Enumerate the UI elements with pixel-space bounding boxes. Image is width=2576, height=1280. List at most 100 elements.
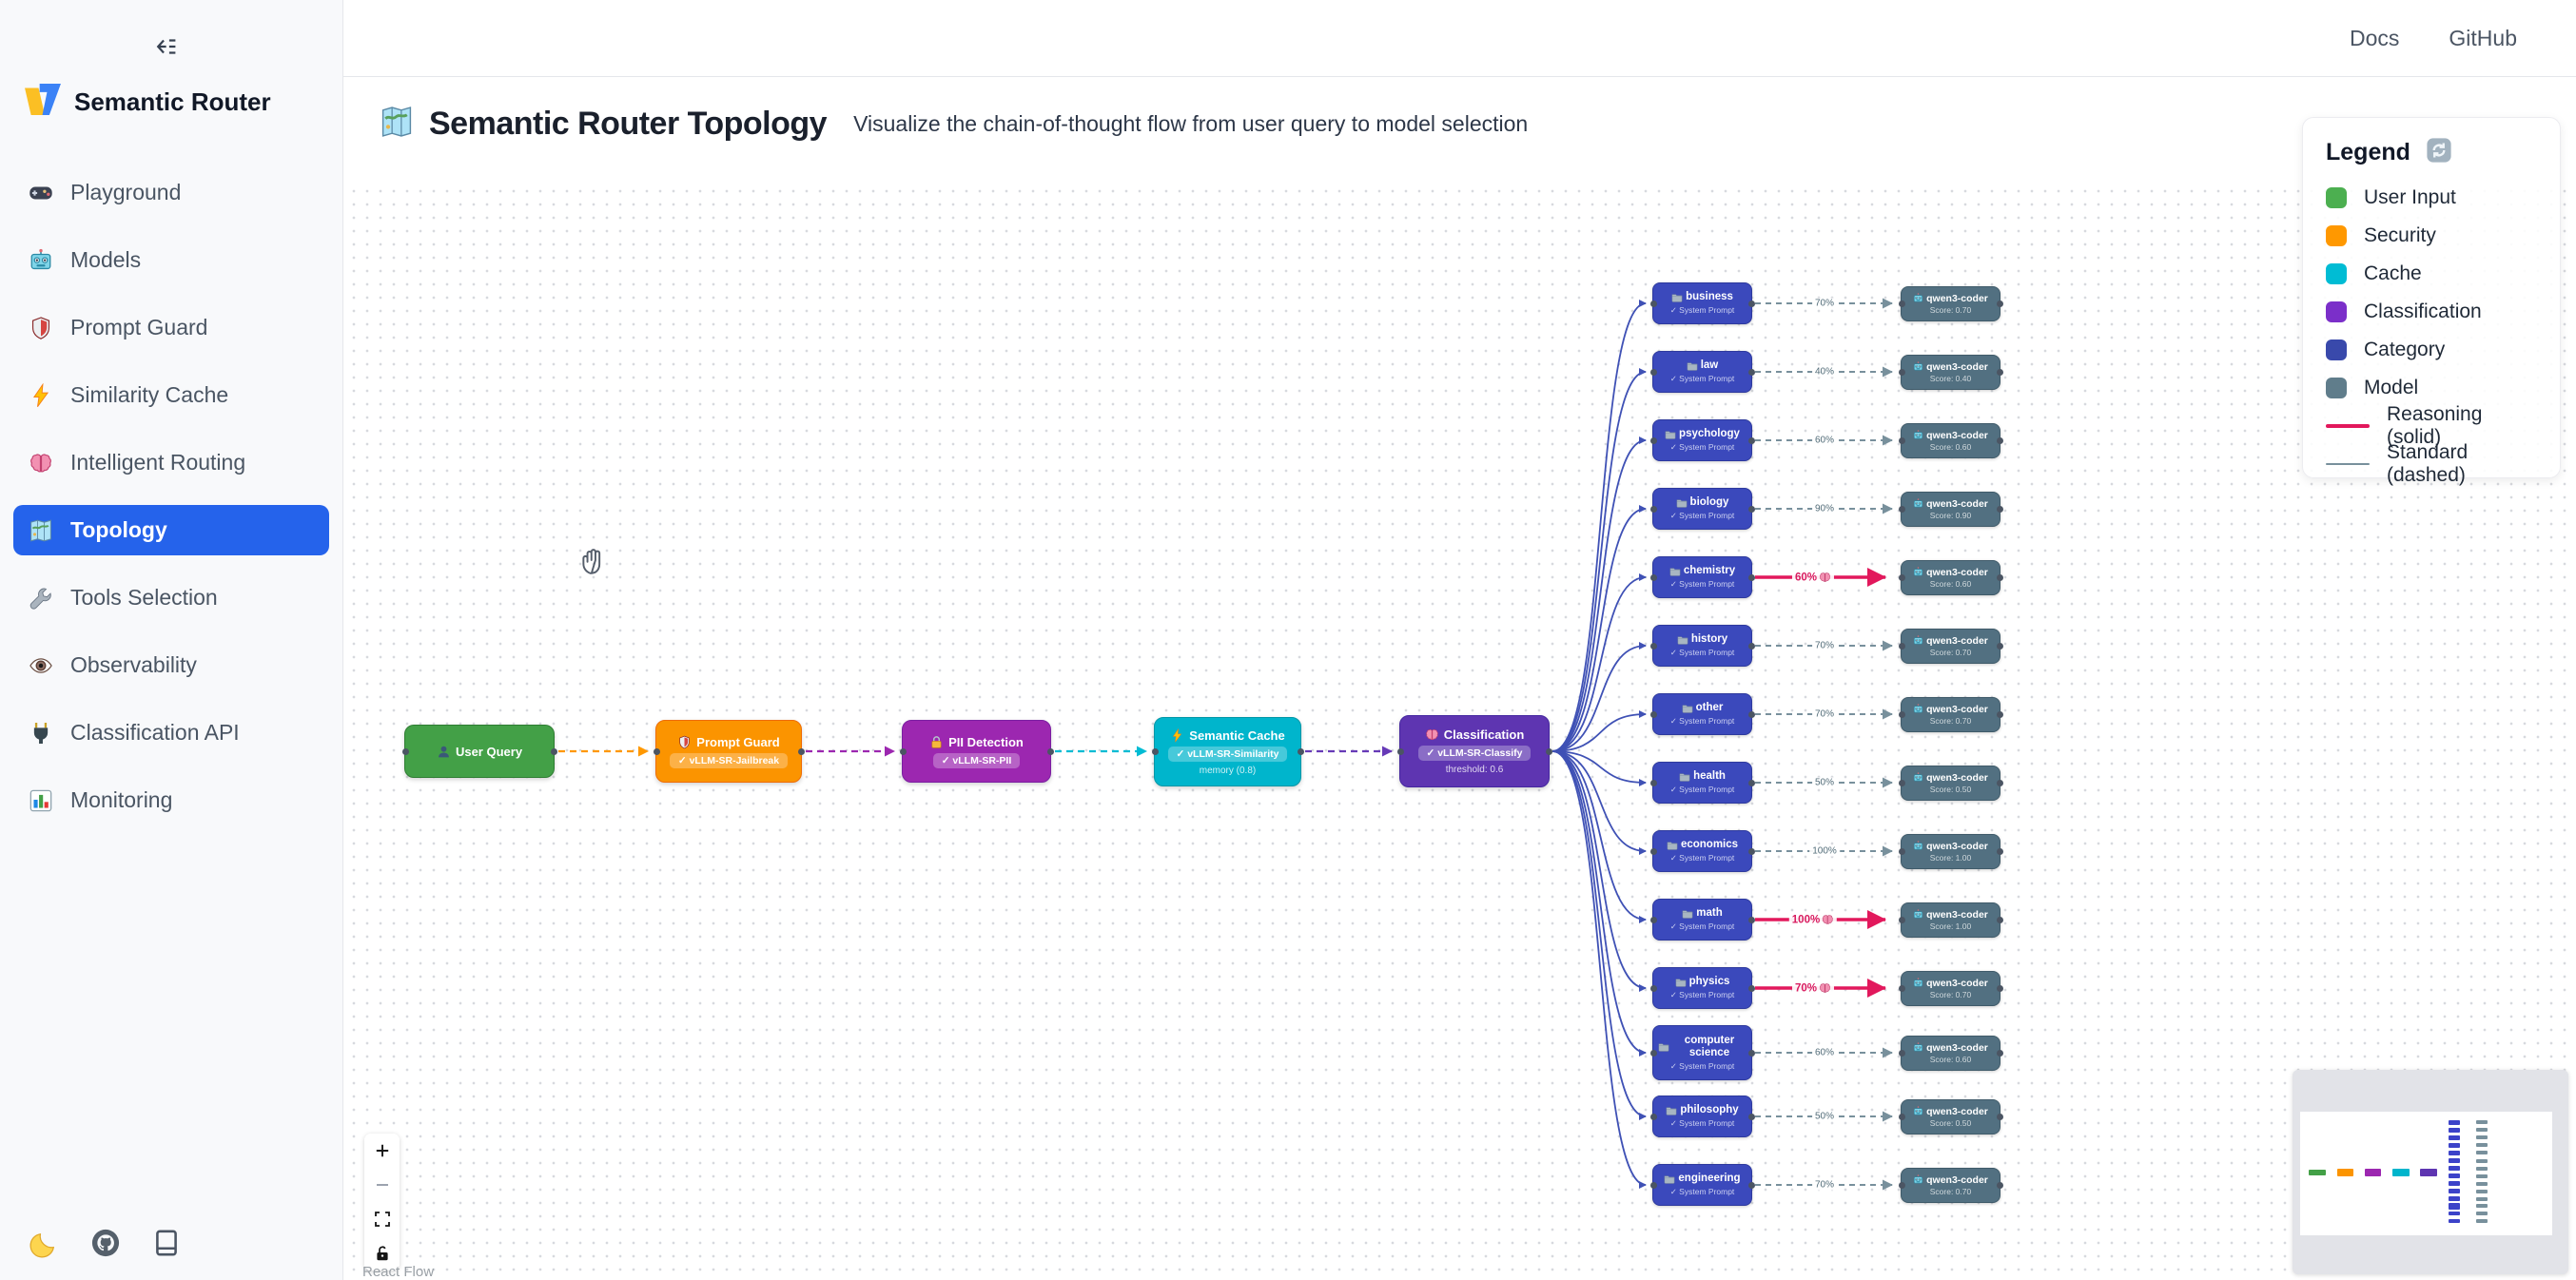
node-title: PII Detection — [948, 734, 1024, 749]
category-node-chemistry[interactable]: chemistry ✓ System Prompt — [1649, 556, 1755, 598]
category-name: law — [1700, 359, 1719, 371]
zoom-out-button[interactable] — [364, 1168, 400, 1202]
category-subtitle: ✓ System Prompt — [1669, 511, 1735, 520]
category-node-other[interactable]: other ✓ System Prompt — [1649, 693, 1755, 735]
model-node-chemistry[interactable]: qwen3-coder Score: 0.60 — [1898, 559, 2003, 595]
robot-icon — [1914, 1174, 1923, 1184]
model-score: Score: 0.70 — [1929, 715, 1972, 726]
minimap-node — [2448, 1127, 2460, 1133]
model-score: Score: 1.00 — [1929, 852, 1972, 863]
model-node-math[interactable]: qwen3-coder Score: 1.00 — [1898, 902, 2003, 938]
minimap-node — [2448, 1143, 2460, 1148]
category-name: psychology — [1679, 428, 1740, 439]
sidebar-item-classification-api[interactable]: Classification API — [13, 708, 329, 758]
category-node-biology[interactable]: biology ✓ System Prompt — [1649, 488, 1755, 530]
sidebar-item-label: Similarity Cache — [70, 382, 229, 407]
model-node-computer-science[interactable]: qwen3-coder Score: 0.60 — [1898, 1035, 2003, 1071]
category-name: engineering — [1678, 1173, 1741, 1184]
folder-icon — [1665, 1174, 1675, 1184]
minimap-node — [2448, 1203, 2460, 1210]
sidebar-item-intelligent-routing[interactable]: Intelligent Routing — [13, 437, 329, 488]
node-pii-detection[interactable]: PII Detection ✓ vLLM-SR-PII — [899, 720, 1054, 783]
github-link[interactable]: GitHub — [2449, 25, 2517, 50]
category-node-health[interactable]: health ✓ System Prompt — [1649, 762, 1755, 804]
sidebar-item-prompt-guard[interactable]: Prompt Guard — [13, 302, 329, 353]
book-icon[interactable] — [150, 1227, 183, 1259]
edge-label-philosophy: 50% — [1811, 1111, 1838, 1122]
category-node-law[interactable]: law ✓ System Prompt — [1649, 351, 1755, 393]
legend-item-cache: Cache — [2326, 260, 2537, 288]
model-node-philosophy[interactable]: qwen3-coder Score: 0.50 — [1898, 1098, 2003, 1135]
moon-icon[interactable] — [29, 1227, 61, 1259]
edge-label-math: 100% — [1788, 913, 1838, 926]
flow-controls — [364, 1134, 400, 1270]
category-subtitle: ✓ System Prompt — [1669, 579, 1735, 589]
model-node-physics[interactable]: qwen3-coder Score: 0.70 — [1898, 970, 2003, 1006]
model-node-economics[interactable]: qwen3-coder Score: 1.00 — [1898, 833, 2003, 869]
sidebar-item-topology[interactable]: Topology — [13, 505, 329, 555]
edge-label-other: 70% — [1811, 708, 1838, 720]
lock-button[interactable] — [364, 1236, 400, 1270]
refresh-icon[interactable] — [2426, 137, 2452, 168]
sidebar-item-monitoring[interactable]: Monitoring — [13, 775, 329, 825]
sidebar-item-models[interactable]: Models — [13, 235, 329, 285]
category-node-economics[interactable]: economics ✓ System Prompt — [1649, 830, 1755, 872]
node-user-query[interactable]: User Query — [401, 725, 557, 778]
collapse-sidebar-icon[interactable] — [145, 30, 186, 63]
model-node-psychology[interactable]: qwen3-coder Score: 0.60 — [1898, 422, 2003, 458]
bolt-icon — [1173, 727, 1182, 742]
folder-icon — [1675, 978, 1686, 987]
legend-item-security: Security — [2326, 222, 2537, 250]
model-name: qwen3-coder — [1926, 360, 1988, 373]
model-node-other[interactable]: qwen3-coder Score: 0.70 — [1898, 696, 2003, 732]
zoom-in-button[interactable] — [364, 1134, 400, 1168]
github-icon — [91, 1229, 120, 1257]
model-node-biology[interactable]: qwen3-coder Score: 0.90 — [1898, 491, 2003, 527]
node-prompt-guard[interactable]: Prompt Guard ✓ vLLM-SR-Jailbreak — [653, 720, 805, 783]
minimap-node — [2448, 1181, 2460, 1187]
sidebar-item-label: Topology — [70, 517, 167, 542]
category-node-engineering[interactable]: engineering ✓ System Prompt — [1649, 1164, 1755, 1206]
model-name: qwen3-coder — [1926, 1105, 1988, 1117]
model-node-law[interactable]: qwen3-coder Score: 0.40 — [1898, 354, 2003, 390]
category-node-history[interactable]: history ✓ System Prompt — [1649, 625, 1755, 667]
github-icon[interactable] — [89, 1227, 122, 1259]
folder-icon — [1677, 635, 1688, 645]
category-node-computer-science[interactable]: computer science ✓ System Prompt — [1649, 1025, 1755, 1080]
model-node-engineering[interactable]: qwen3-coder Score: 0.70 — [1898, 1167, 2003, 1203]
category-node-math[interactable]: math ✓ System Prompt — [1649, 899, 1755, 941]
category-node-business[interactable]: business ✓ System Prompt — [1649, 282, 1755, 324]
wrench-icon — [29, 588, 51, 610]
sidebar-item-observability[interactable]: Observability — [13, 640, 329, 690]
category-node-philosophy[interactable]: philosophy ✓ System Prompt — [1649, 1096, 1755, 1137]
edge-label-health: 50% — [1811, 777, 1838, 788]
sidebar-item-label: Classification API — [70, 720, 240, 745]
node-semantic-cache[interactable]: Semantic Cache ✓ vLLM-SR-Similarity memory… — [1151, 717, 1304, 786]
model-score: Score: 0.70 — [1929, 1186, 1972, 1196]
minimap-node — [2420, 1168, 2437, 1177]
category-name: biology — [1689, 496, 1729, 508]
model-node-history[interactable]: qwen3-coder Score: 0.70 — [1898, 628, 2003, 664]
model-node-business[interactable]: qwen3-coder Score: 0.70 — [1898, 285, 2003, 321]
minimap[interactable] — [2293, 1070, 2568, 1274]
fit-view-button[interactable] — [364, 1202, 400, 1236]
sidebar-item-tools-selection[interactable]: Tools Selection — [13, 572, 329, 623]
edge-label-physics: 70% — [1791, 981, 1835, 995]
sidebar-item-similarity-cache[interactable]: Similarity Cache — [13, 370, 329, 420]
model-name: qwen3-coder — [1926, 634, 1988, 647]
folder-icon — [1682, 704, 1692, 713]
minimap-node — [2448, 1151, 2460, 1155]
category-subtitle: ✓ System Prompt — [1669, 1118, 1735, 1128]
plus-icon — [376, 1144, 388, 1157]
category-subtitle: ✓ System Prompt — [1669, 921, 1735, 931]
model-node-health[interactable]: qwen3-coder Score: 0.50 — [1898, 765, 2003, 801]
minimap-node — [2476, 1211, 2488, 1215]
node-classification[interactable]: Classification ✓ vLLM-SR-Classify threshol… — [1396, 715, 1552, 787]
robot-icon — [1914, 498, 1923, 508]
category-subtitle: ✓ System Prompt — [1669, 305, 1735, 315]
docs-link[interactable]: Docs — [2350, 25, 2400, 50]
sidebar-item-playground[interactable]: Playground — [13, 167, 329, 218]
category-node-physics[interactable]: physics ✓ System Prompt — [1649, 967, 1755, 1009]
model-score: Score: 0.50 — [1929, 784, 1972, 794]
category-node-psychology[interactable]: psychology ✓ System Prompt — [1649, 419, 1755, 461]
